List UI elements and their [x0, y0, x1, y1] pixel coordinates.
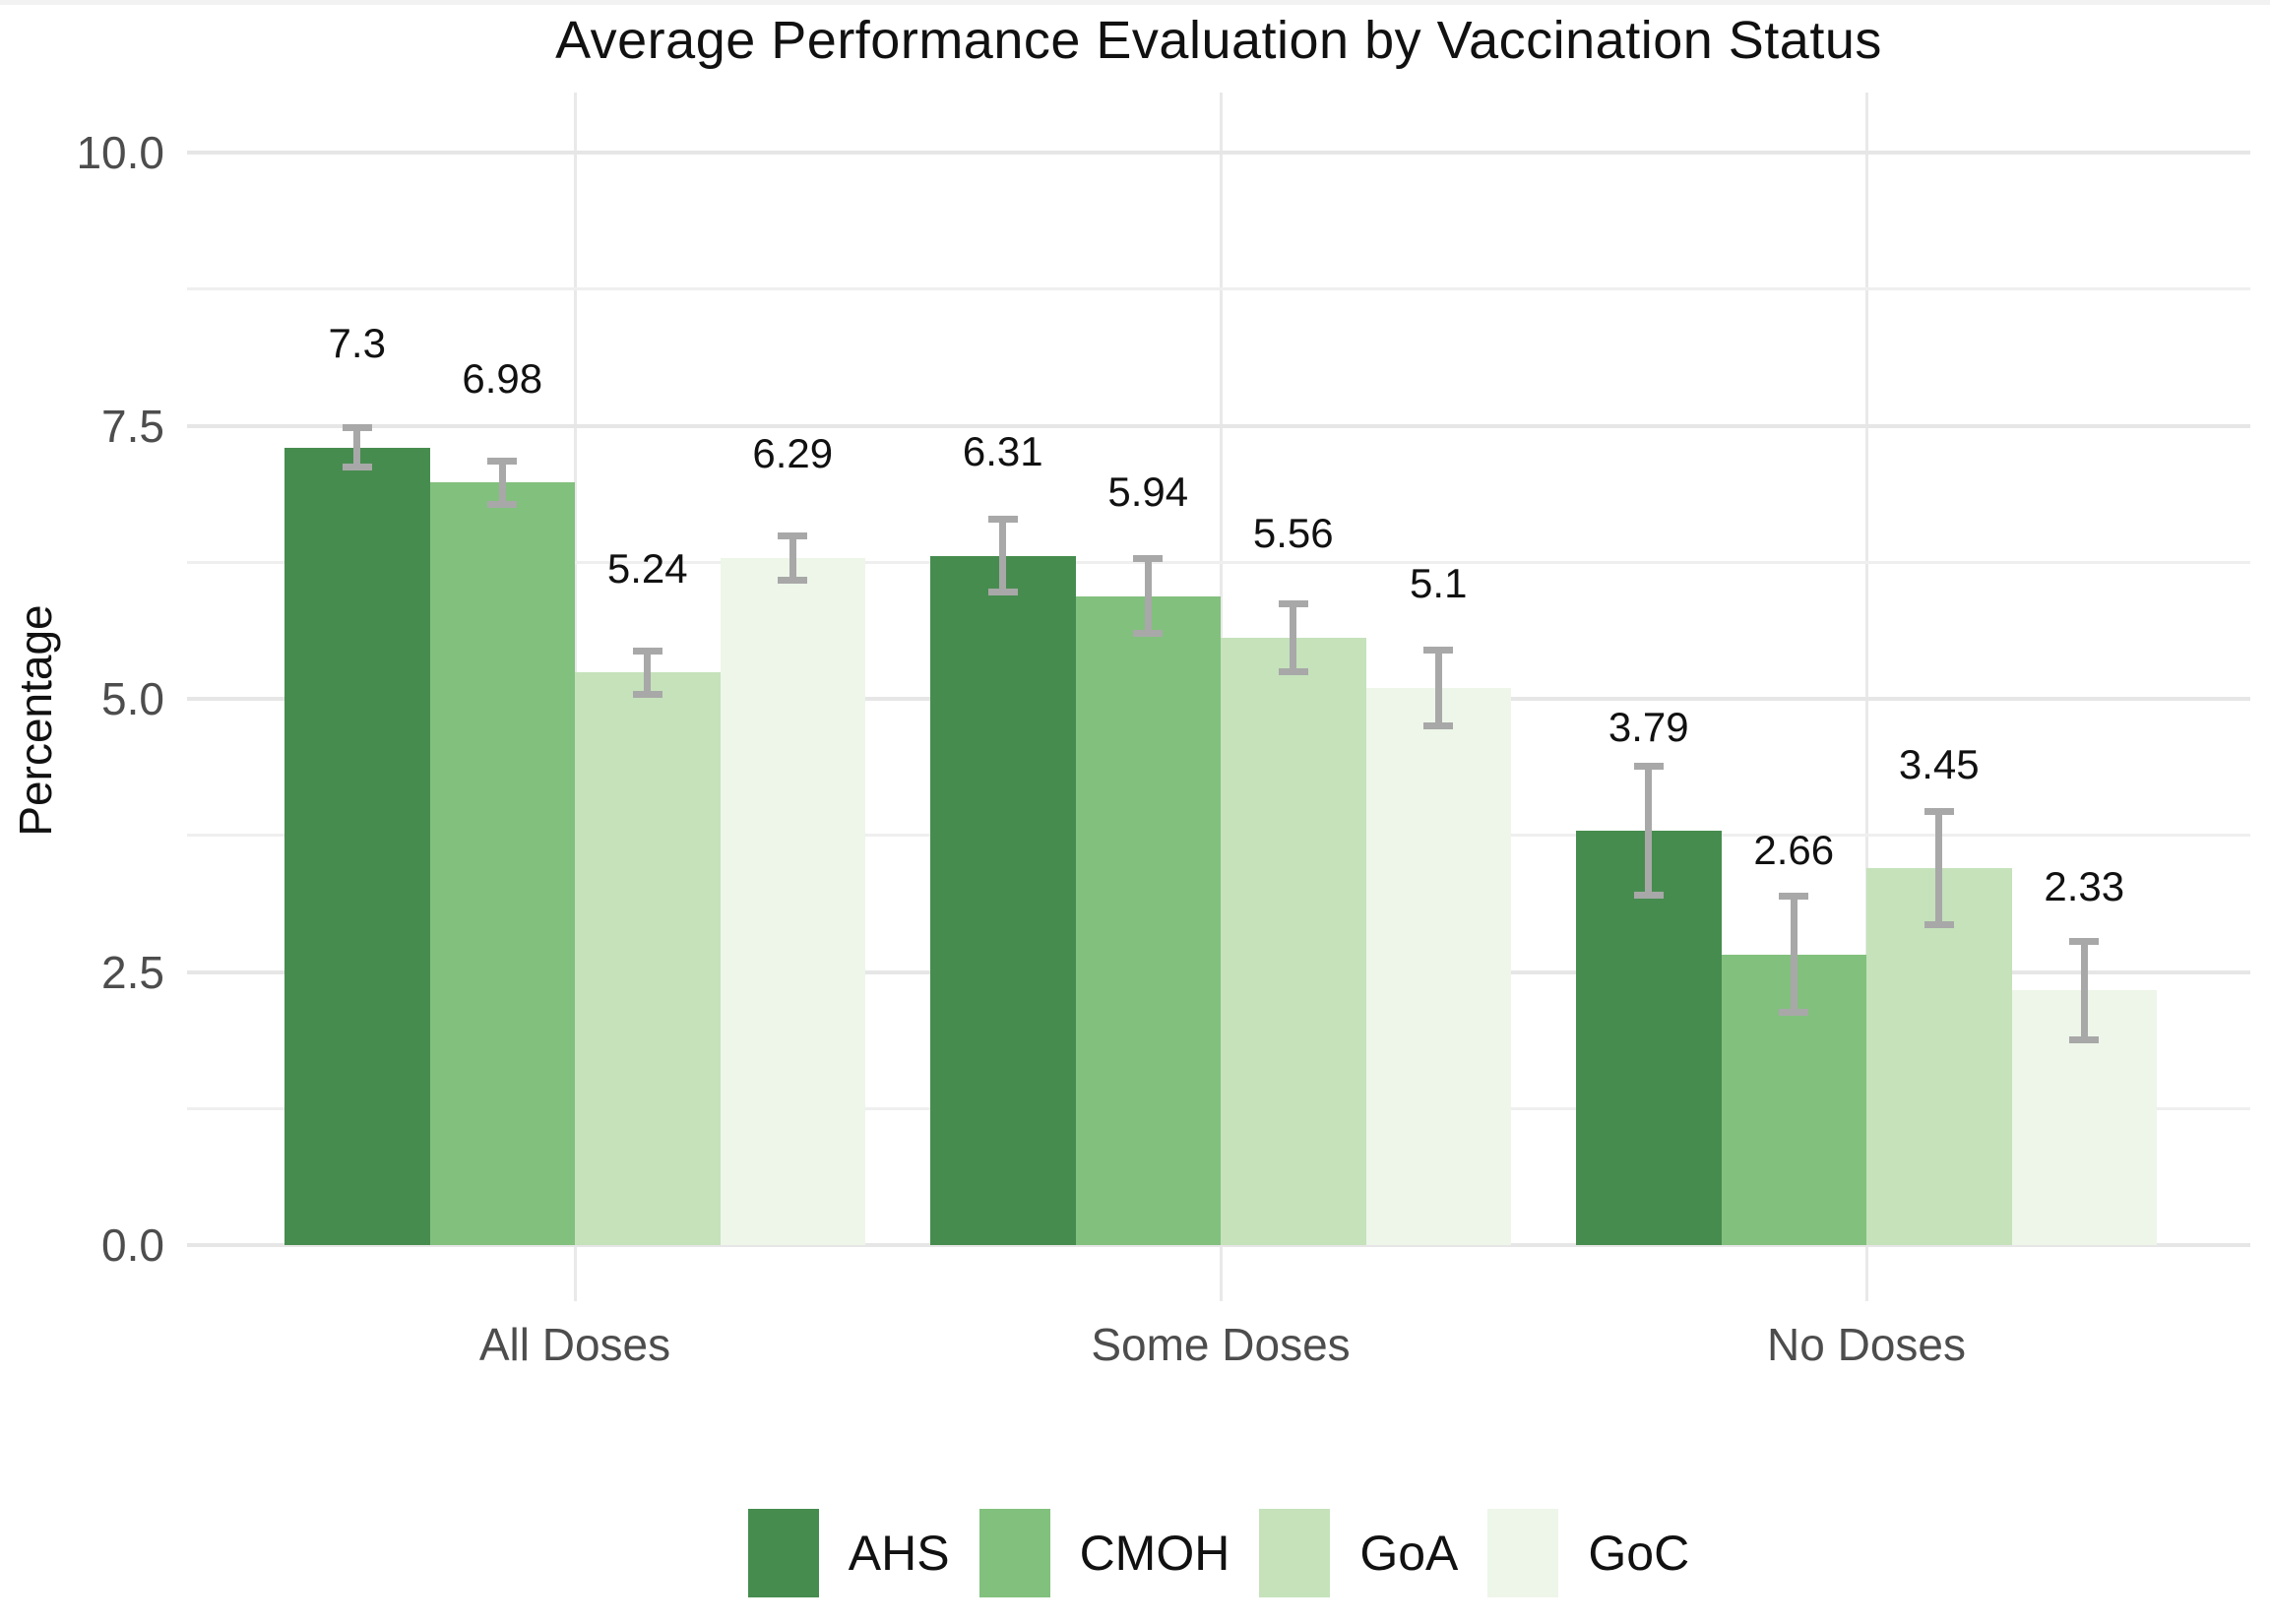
bar-goa-some-doses — [1221, 637, 1366, 1245]
y-tick-label-7-5: 7.5 — [101, 400, 164, 452]
value-label-cmoh-all-doses: 6.98 — [462, 354, 543, 402]
value-label-goa-some-doses: 5.56 — [1252, 510, 1334, 557]
value-label-ahs-some-doses: 6.31 — [962, 428, 1043, 475]
gridline-major — [187, 423, 2250, 428]
bar-ahs-all-doses — [284, 447, 430, 1245]
errorbar-cap — [1278, 667, 1308, 675]
legend-label-ahs: AHS — [848, 1526, 950, 1581]
legend-label-cmoh: CMOH — [1079, 1526, 1230, 1581]
bar-goc-all-doses — [720, 557, 865, 1245]
errorbar-cap — [1779, 1009, 1809, 1017]
errorbar-cap — [1423, 646, 1454, 654]
gridline-major — [187, 151, 2250, 155]
value-label-ahs-all-doses: 7.3 — [328, 320, 386, 367]
errorbar-cap — [1633, 763, 1664, 771]
y-tick-label-2-5: 2.5 — [101, 946, 164, 998]
errorbar-ahs-no-doses — [1645, 766, 1653, 896]
errorbar-cap — [2069, 937, 2100, 945]
value-label-goc-some-doses: 5.1 — [1410, 560, 1468, 607]
errorbar-cap — [987, 516, 1018, 524]
x-tick-label-all-doses: All Doses — [478, 1319, 671, 1370]
legend-swatch-cmoh — [978, 1509, 1050, 1597]
errorbar-ahs-some-doses — [999, 519, 1007, 593]
chart-title: Average Performance Evaluation by Vaccin… — [555, 11, 1882, 70]
x-tick-label-some-doses: Some Doses — [1091, 1319, 1351, 1370]
bar-goc-some-doses — [1365, 687, 1511, 1245]
errorbar-cap — [487, 457, 518, 465]
errorbar-cap — [1423, 722, 1454, 730]
errorbar-goa-no-doses — [1935, 811, 1943, 925]
legend-swatch-ahs — [747, 1509, 819, 1597]
errorbar-cap — [1133, 555, 1164, 563]
x-tick-label-no-doses: No Doses — [1767, 1319, 1966, 1370]
bar-goa-no-doses — [1866, 868, 2012, 1245]
errorbar-goa-all-doses — [644, 651, 652, 695]
value-label-goc-no-doses: 2.33 — [2044, 862, 2125, 909]
errorbar-cap — [487, 500, 518, 508]
errorbar-cap — [1133, 629, 1164, 637]
errorbar-cap — [632, 691, 662, 699]
errorbar-cap — [778, 576, 808, 584]
bar-cmoh-some-doses — [1075, 595, 1221, 1245]
errorbar-cap — [1779, 893, 1809, 901]
errorbar-goc-some-doses — [1434, 650, 1442, 726]
errorbar-cap — [778, 532, 808, 540]
bar-cmoh-all-doses — [429, 482, 575, 1245]
window-top-edge — [0, 0, 2270, 5]
plot-panel: 7.3 6.31 3.79 6.98 5.94 2.66 5.24 5.56 3.45 6.29 5… — [187, 93, 2250, 1301]
errorbar-ahs-all-doses — [353, 427, 361, 468]
gridline-minor — [187, 287, 2250, 291]
errorbar-cap — [1633, 892, 1664, 900]
value-label-cmoh-some-doses: 5.94 — [1107, 468, 1189, 516]
errorbar-goa-some-doses — [1290, 603, 1297, 672]
value-label-goa-all-doses: 5.24 — [606, 544, 688, 592]
errorbar-cap — [1923, 921, 1954, 929]
errorbar-goc-no-doses — [2080, 941, 2088, 1040]
errorbar-cap — [2069, 1035, 2100, 1043]
y-tick-label-0-0: 0.0 — [101, 1219, 164, 1271]
bar-goa-all-doses — [575, 672, 721, 1245]
errorbar-cmoh-all-doses — [498, 461, 506, 505]
bar-ahs-no-doses — [1576, 831, 1722, 1245]
errorbar-cap — [342, 464, 372, 471]
y-tick-label-5-0: 5.0 — [101, 673, 164, 724]
bar-ahs-some-doses — [930, 555, 1076, 1245]
value-label-goa-no-doses: 3.45 — [1898, 740, 1980, 787]
legend: AHS CMOH GoA GoC — [187, 1508, 2250, 1598]
value-label-ahs-no-doses: 3.79 — [1608, 703, 1689, 750]
errorbar-cmoh-no-doses — [1790, 896, 1797, 1013]
errorbar-cap — [1278, 599, 1308, 607]
value-label-goc-all-doses: 6.29 — [752, 430, 834, 477]
gridline-major — [187, 1243, 2250, 1247]
legend-label-goa: GoA — [1359, 1526, 1459, 1581]
errorbar-goc-all-doses — [788, 535, 796, 580]
legend-label-goc: GoC — [1588, 1526, 1690, 1581]
errorbar-cap — [342, 424, 372, 432]
errorbar-cmoh-some-doses — [1144, 558, 1152, 634]
legend-swatch-goa — [1259, 1509, 1331, 1597]
errorbar-cap — [987, 588, 1018, 595]
value-label-cmoh-no-doses: 2.66 — [1753, 827, 1835, 874]
legend-swatch-goc — [1487, 1509, 1559, 1597]
gridline-minor — [187, 560, 2250, 564]
errorbar-cap — [1923, 807, 1954, 815]
errorbar-cap — [632, 647, 662, 655]
y-tick-label-10-0: 10.0 — [76, 127, 164, 178]
